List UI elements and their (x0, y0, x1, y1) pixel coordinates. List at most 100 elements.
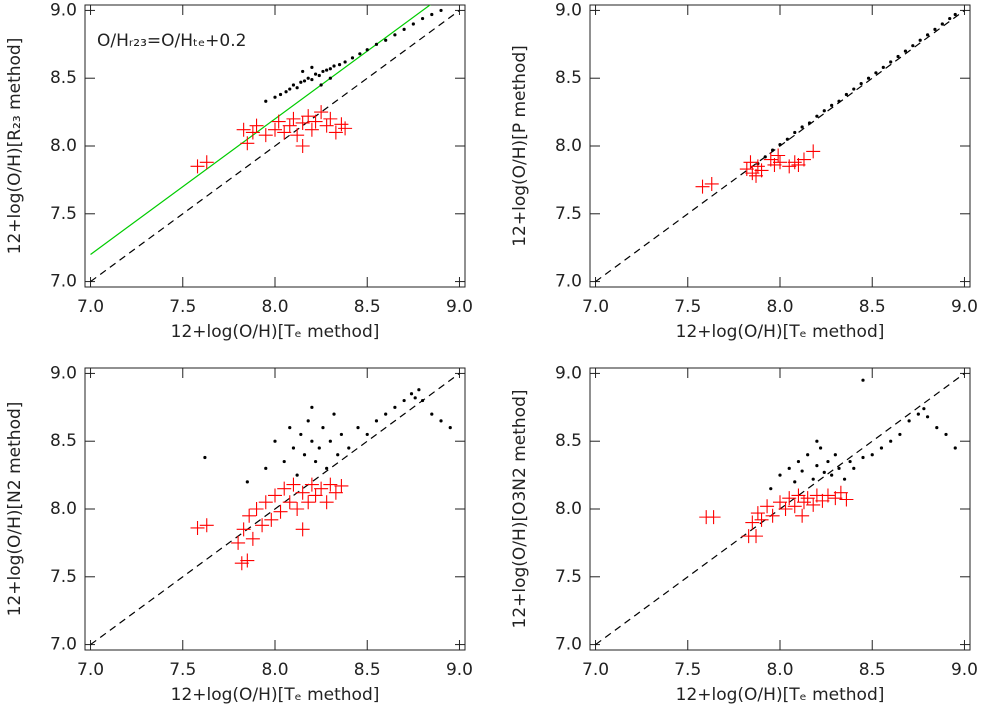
point (800, 125, 804, 129)
point (328, 485, 343, 500)
point (903, 49, 908, 53)
point (815, 439, 819, 443)
point (417, 388, 421, 392)
point (384, 38, 388, 42)
point (313, 459, 318, 464)
point (820, 488, 835, 503)
point (273, 439, 277, 443)
y-tick-label: 9.0 (555, 0, 582, 20)
point (925, 33, 930, 37)
point (811, 477, 815, 481)
point (291, 83, 296, 87)
point (310, 405, 314, 409)
point (306, 76, 310, 80)
point (787, 499, 802, 514)
point (190, 159, 205, 174)
x-tick-label: 8.5 (859, 660, 886, 680)
x-tick-label: 9.0 (446, 660, 473, 680)
point (282, 459, 286, 464)
point (420, 398, 425, 403)
point (306, 419, 310, 423)
point (332, 412, 336, 416)
point (944, 432, 948, 437)
point (334, 478, 349, 493)
point (308, 114, 323, 129)
point (778, 143, 782, 147)
point (203, 455, 207, 460)
point (310, 65, 314, 69)
x-tick-label: 7.0 (582, 297, 609, 317)
y-axis-label: 12+log(O/H)[R₂₃ method] (5, 38, 25, 255)
point (866, 76, 871, 80)
point (852, 466, 856, 470)
point (430, 412, 434, 416)
annotation: O/Hᵣ₂₃=O/Hₜₑ+0.2 (97, 31, 246, 51)
point (323, 477, 338, 492)
point (236, 522, 251, 537)
y-axis-label: 12+log(O/H)[N2 method] (5, 402, 25, 617)
point (760, 499, 775, 514)
point (358, 52, 362, 56)
x-tick-label: 9.0 (951, 297, 978, 317)
point (231, 535, 246, 550)
point (889, 439, 893, 443)
y-tick-label: 8.5 (50, 431, 77, 451)
point (793, 130, 797, 135)
point (319, 118, 334, 133)
point (271, 114, 286, 129)
point (815, 114, 819, 118)
point (773, 495, 787, 510)
point (749, 529, 764, 544)
point (828, 491, 843, 506)
x-tick-label: 9.0 (951, 660, 978, 680)
point (268, 122, 282, 137)
point (301, 69, 305, 74)
point (791, 157, 806, 172)
point (837, 99, 841, 103)
point (304, 122, 319, 137)
plot-area (90, 5, 460, 283)
point (870, 453, 874, 457)
x-tick-label: 7.5 (169, 297, 196, 317)
point (347, 446, 351, 450)
point (234, 556, 249, 571)
point (338, 121, 353, 136)
x-tick-label: 8.5 (354, 297, 381, 317)
y-tick-label: 9.0 (555, 363, 582, 383)
x-tick-label: 7.0 (77, 660, 104, 680)
point (295, 473, 299, 477)
point (299, 432, 303, 437)
point (916, 412, 920, 416)
point (800, 491, 815, 506)
point (889, 60, 893, 64)
plot-area (595, 9, 965, 283)
point (953, 446, 957, 450)
y-tick-label: 7.5 (555, 204, 582, 224)
point (199, 518, 214, 533)
y-tick-label: 7.0 (50, 272, 77, 292)
point (295, 139, 310, 153)
x-tick-label: 7.0 (77, 297, 104, 317)
point (328, 439, 332, 443)
point (787, 155, 802, 170)
point (321, 69, 325, 74)
point (304, 477, 319, 492)
point (402, 398, 406, 403)
point (288, 426, 292, 430)
panel: 7.0 7.5 8.0 8.5 9.0 7.0 7.5 8.0 8.5 9.0 12+log(O/H… (510, 363, 978, 705)
point (393, 405, 397, 409)
point (439, 419, 443, 423)
point (245, 531, 260, 546)
panel: 7.0 7.5 8.0 8.5 9.0 7.0 7.5 8.0 8.5 9.0 12+log(O/H… (510, 0, 978, 342)
point (815, 464, 819, 468)
panel: 7.0 7.5 8.0 8.5 9.0 7.0 7.5 8.0 8.5 9.0 12+log(O/H… (5, 0, 473, 342)
point (953, 12, 957, 17)
point (795, 508, 810, 523)
point (822, 470, 826, 474)
point (240, 136, 255, 151)
y-tick-label: 7.0 (50, 635, 77, 655)
panel: 7.0 7.5 8.0 8.5 9.0 7.0 7.5 8.0 8.5 9.0 12+log(O/H… (5, 363, 473, 705)
point (754, 163, 769, 178)
point (319, 83, 323, 87)
